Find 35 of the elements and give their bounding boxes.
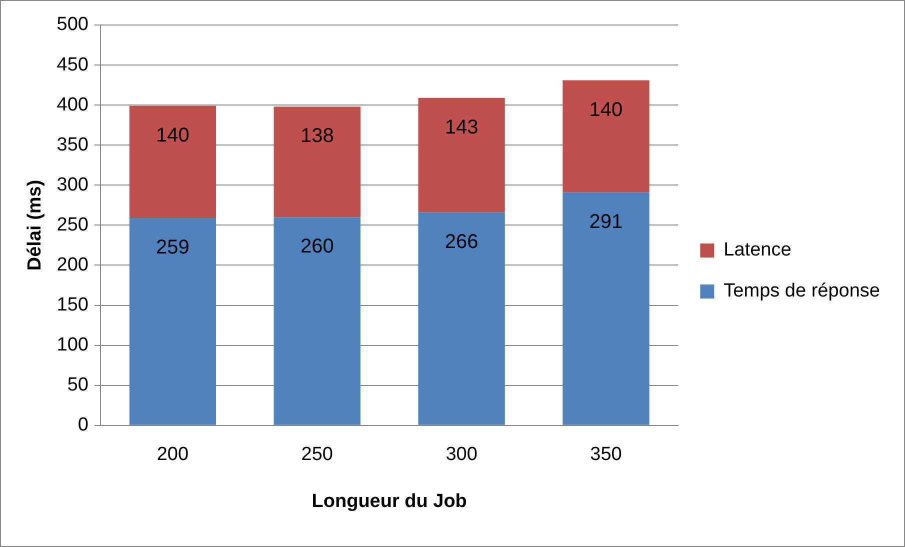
bar <box>562 80 650 192</box>
data-label: 140 <box>589 98 623 121</box>
data-label: 260 <box>300 236 334 258</box>
data-label: 143 <box>444 116 478 138</box>
y-tick-label: 100 <box>56 334 88 356</box>
x-tick-label: 250 <box>301 444 333 466</box>
data-label: 140 <box>156 124 190 146</box>
y-tick-label: 500 <box>56 14 88 36</box>
y-tick-label: 450 <box>56 54 88 76</box>
y-tick-label: 300 <box>56 174 88 196</box>
legend-label: Latence <box>724 240 792 261</box>
y-tick-label: 150 <box>56 294 88 316</box>
y-tick-label: 400 <box>56 94 88 116</box>
y-tick-label: 0 <box>78 414 88 436</box>
bar <box>129 218 216 425</box>
legend-label: Temps de réponse <box>724 280 880 302</box>
data-label: 291 <box>589 210 623 233</box>
bar <box>129 106 216 218</box>
data-label: 138 <box>300 125 334 148</box>
x-tick-label: 200 <box>156 444 189 466</box>
x-axis-title: Longueur du Job <box>312 490 467 512</box>
bar <box>418 98 505 212</box>
y-tick-label: 200 <box>56 254 88 276</box>
bar <box>274 106 360 218</box>
bar <box>562 192 650 425</box>
bar <box>418 212 505 425</box>
data-label: 259 <box>156 236 190 259</box>
x-tick-label: 350 <box>590 444 622 466</box>
y-axis-title: Délai (ms) <box>24 180 46 271</box>
bar <box>274 217 360 425</box>
x-tick-label: 300 <box>446 444 478 466</box>
y-tick-label: 350 <box>56 134 88 156</box>
y-tick-label: 50 <box>67 374 88 396</box>
y-tick-label: 250 <box>56 214 88 236</box>
data-label: 266 <box>444 230 478 253</box>
